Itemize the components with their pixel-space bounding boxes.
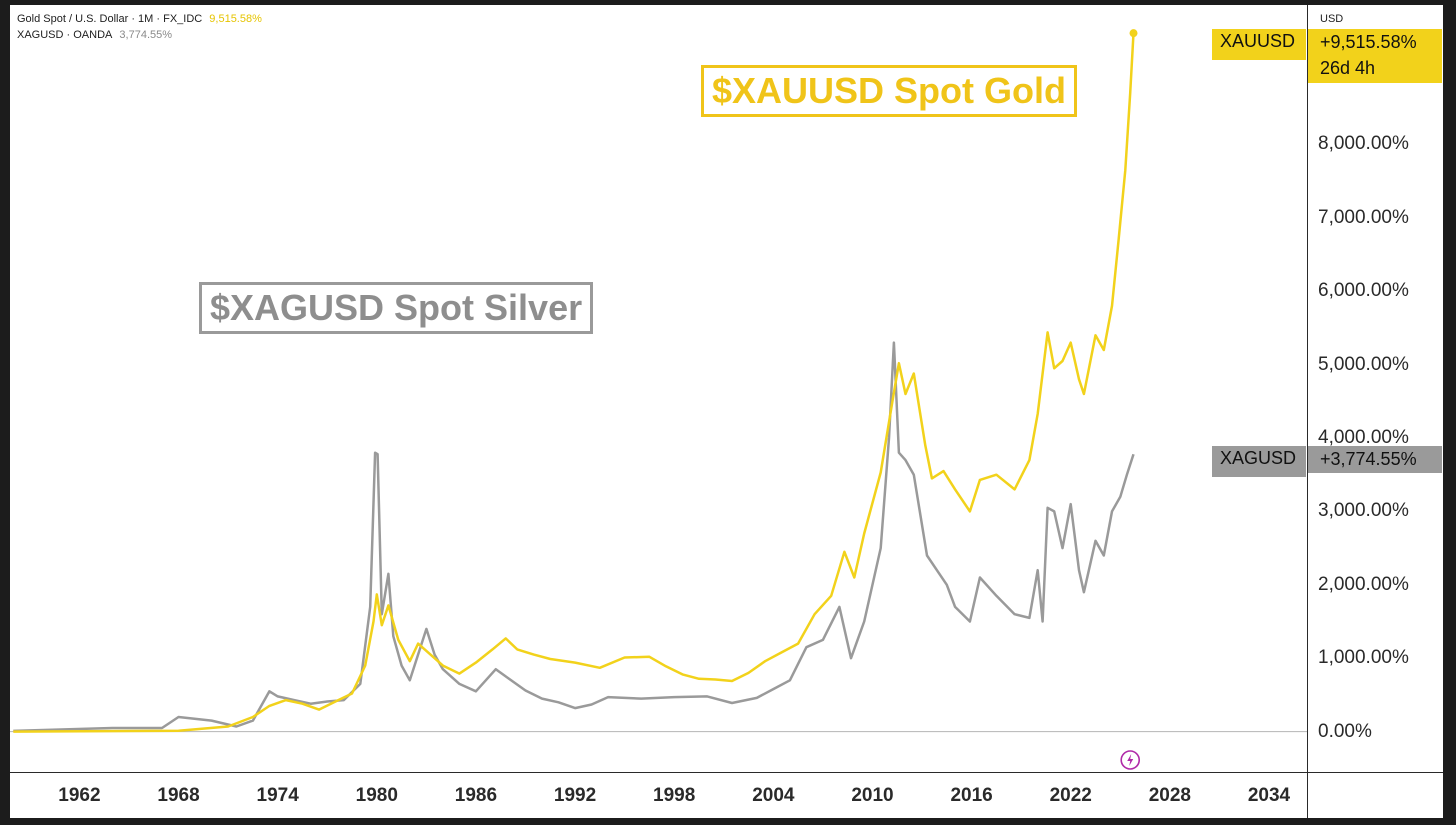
y-tick-label: 4,000.00% [1318,427,1409,449]
silver-annotation: $XAGUSD Spot Silver [199,282,594,334]
silver-price-tag-symbol: XAGUSD [1212,446,1306,477]
x-tick-label: 2028 [1148,785,1191,806]
y-tick-label: 0.00% [1318,720,1372,742]
legend-gold: Gold Spot / U.S. Dollar · 1M · FX_IDC 9,… [17,13,266,25]
x-tick-label: 1992 [553,785,597,806]
x-tick-label: 2016 [950,785,993,806]
legend-silver: XAGUSD · OANDA 3,774.55% [17,29,176,41]
x-tick-label: 2034 [1247,785,1291,806]
x-tick-label: 1980 [355,785,398,806]
gold-annotation: $XAUUSD Spot Gold [701,65,1078,117]
chart-frame: Gold Spot / U.S. Dollar · 1M · FX_IDC 9,… [10,5,1443,818]
x-tick-label: 2010 [851,785,894,806]
currency-label[interactable]: USD [1320,13,1344,25]
y-tick-label: 8,000.00% [1318,133,1409,155]
gold-price-tag-value: +9,515.58% [1320,32,1417,52]
x-tick-label: 1974 [256,785,299,806]
x-tick-label: 2004 [752,785,795,806]
series-line-xauusd [13,33,1135,733]
x-tick-label: 2022 [1049,785,1092,806]
gold-last-point-marker [1129,29,1138,38]
legend-gold-value: 9,515.58% [209,13,262,25]
x-tick-label: 1968 [157,785,200,806]
y-tick-label: 7,000.00% [1318,206,1409,228]
y-tick-label: 3,000.00% [1318,500,1409,522]
y-tick-label: 5,000.00% [1318,353,1409,375]
x-tick-label: 1986 [454,785,498,806]
gold-price-tag-countdown: 26d 4h [1320,58,1376,78]
y-tick-label: 1,000.00% [1318,647,1409,669]
series-line-xagusd [13,341,1135,733]
x-tick-label: 1962 [58,785,101,806]
gold-price-tag-symbol: XAUUSD [1212,29,1306,60]
lightning-glyph-icon [1127,754,1134,766]
legend-silver-value: 3,774.55% [119,29,173,41]
x-tick-label: 1998 [653,785,696,806]
silver-price-tag-value: +3,774.55% [1308,446,1442,473]
gold-price-tag: +9,515.58% 26d 4h [1308,29,1442,83]
chart-canvas[interactable] [10,5,1443,818]
legend-gold-label: Gold Spot / U.S. Dollar · 1M · FX_IDC [17,13,203,25]
y-tick-label: 2,000.00% [1318,573,1409,595]
legend-silver-label: XAGUSD · OANDA [17,29,113,41]
y-tick-label: 6,000.00% [1318,280,1409,302]
